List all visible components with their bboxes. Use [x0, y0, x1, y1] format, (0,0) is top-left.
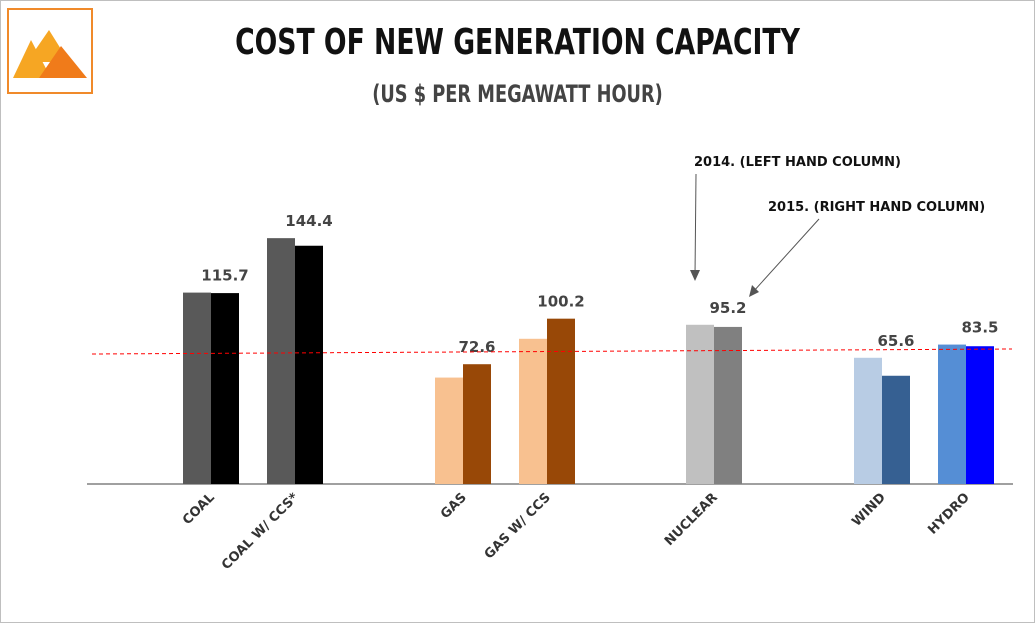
logo [7, 8, 93, 94]
category-label-gas: GAS [438, 490, 470, 522]
category-label-coal: COAL [180, 490, 218, 528]
bar-gas-2015 [463, 364, 491, 484]
category-label-gas-w-ccs: GAS W/ CCS [482, 490, 554, 562]
bar-wind-2014 [854, 357, 882, 484]
bar-gas-w-ccs-2015 [547, 318, 575, 484]
chart-title: COST OF NEW GENERATION CAPACITY [235, 22, 800, 63]
bar-gas-2014 [435, 377, 463, 484]
bar-wind-2015 [882, 375, 910, 484]
data-label-coal: 115.7 [201, 267, 248, 285]
data-label-gas-w-ccs: 100.2 [537, 293, 584, 311]
bar-nuclear-2015 [714, 326, 742, 484]
reference-line [91, 348, 1013, 355]
data-label-gas: 72.6 [458, 338, 495, 356]
annotation-2014: 2014. (LEFT HAND COLUMN) [694, 155, 901, 170]
category-label-coal-w-ccs: COAL W/ CCS* [219, 490, 302, 573]
bar-hydro-2015 [966, 346, 994, 484]
bar-nuclear-2014 [686, 324, 714, 484]
triangle-logo-icon [13, 30, 87, 78]
annotation-2015: 2015. (RIGHT HAND COLUMN) [768, 200, 985, 215]
annotation-arrowhead-2015 [749, 285, 759, 297]
bar-hydro-2014 [938, 344, 966, 484]
bar-coal-2014 [183, 292, 211, 484]
bar-gas-w-ccs-2014 [519, 338, 547, 484]
category-label-wind: WIND [849, 490, 889, 530]
bar-coal-w-ccs-2015 [295, 245, 323, 484]
data-label-wind: 65.6 [877, 332, 914, 350]
annotation-arrowhead-2014 [690, 270, 700, 281]
data-label-hydro: 83.5 [961, 319, 998, 337]
annotation-arrow-2015 [752, 218, 820, 293]
bar-coal-2015 [211, 293, 239, 484]
annotation-arrow-2014 [694, 173, 697, 277]
bar-coal-w-ccs-2014 [267, 238, 295, 484]
chart-subtitle: (US $ PER MEGAWATT HOUR) [372, 80, 663, 108]
data-label-coal-w-ccs: 144.4 [285, 212, 332, 230]
data-label-nuclear: 95.2 [709, 299, 746, 317]
category-label-hydro: HYDRO [925, 490, 972, 537]
category-label-nuclear: NUCLEAR [662, 490, 721, 549]
